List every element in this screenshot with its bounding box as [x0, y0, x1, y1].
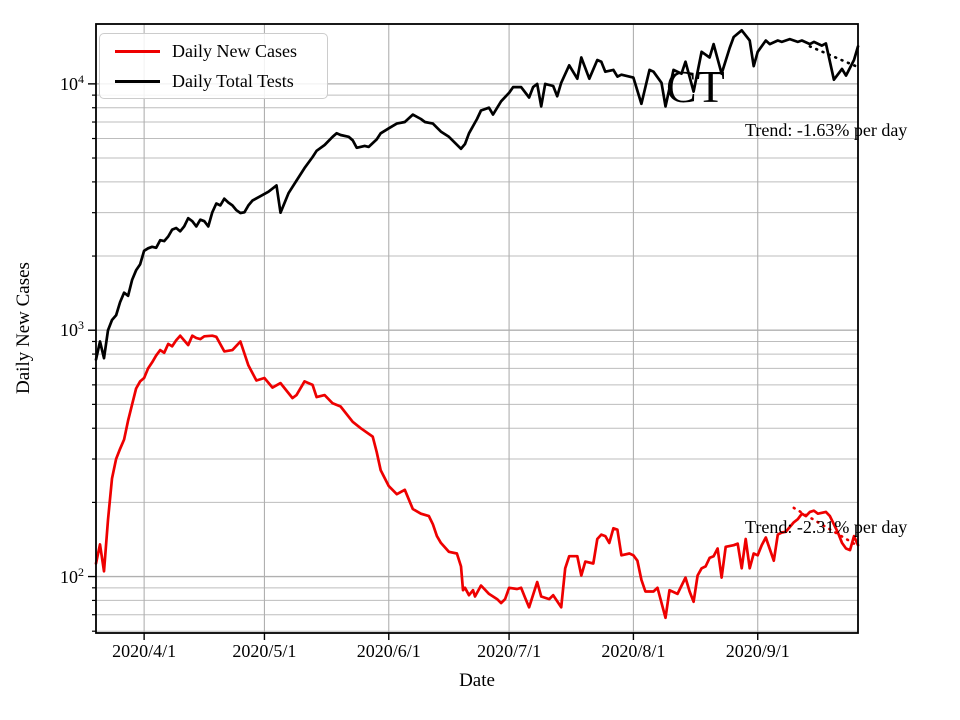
- series-line-daily-total-tests: [94, 28, 860, 361]
- chart-title: CT: [666, 61, 725, 112]
- y-tick-label: 104: [60, 71, 84, 94]
- x-axis-label: Date: [459, 670, 495, 691]
- x-tick-label: 2020/5/1: [232, 641, 297, 661]
- x-tick-label: 2020/8/1: [601, 641, 666, 661]
- legend-item-daily-total-tests: Daily Total Tests: [100, 66, 327, 96]
- red-line-swatch: [115, 49, 160, 53]
- axes-spines: [95, 23, 859, 634]
- x-tick-label: 2020/6/1: [356, 641, 421, 661]
- legend-item-daily-new-cases: Daily New Cases: [100, 36, 327, 66]
- legend-label: Daily Total Tests: [172, 70, 294, 91]
- legend: Daily New Cases Daily Total Tests: [99, 33, 328, 99]
- black-line-swatch: [115, 79, 160, 83]
- x-tick-label: 2020/4/1: [112, 641, 177, 661]
- legend-label: Daily New Cases: [172, 40, 297, 61]
- trend-annotation-tests: Trend: -1.63% per day: [745, 120, 908, 140]
- trend-line-daily-new-cases: [792, 506, 860, 548]
- trend-annotation-cases: Trend: -2.31% per day: [745, 517, 908, 537]
- x-tick-label: 2020/9/1: [725, 641, 790, 661]
- series-line-daily-new-cases: [94, 334, 860, 620]
- y-tick-label: 102: [60, 564, 84, 587]
- x-tick-label: 2020/7/1: [477, 641, 542, 661]
- y-tick-label: 103: [60, 318, 84, 341]
- trend-line-daily-total-tests: [808, 45, 860, 69]
